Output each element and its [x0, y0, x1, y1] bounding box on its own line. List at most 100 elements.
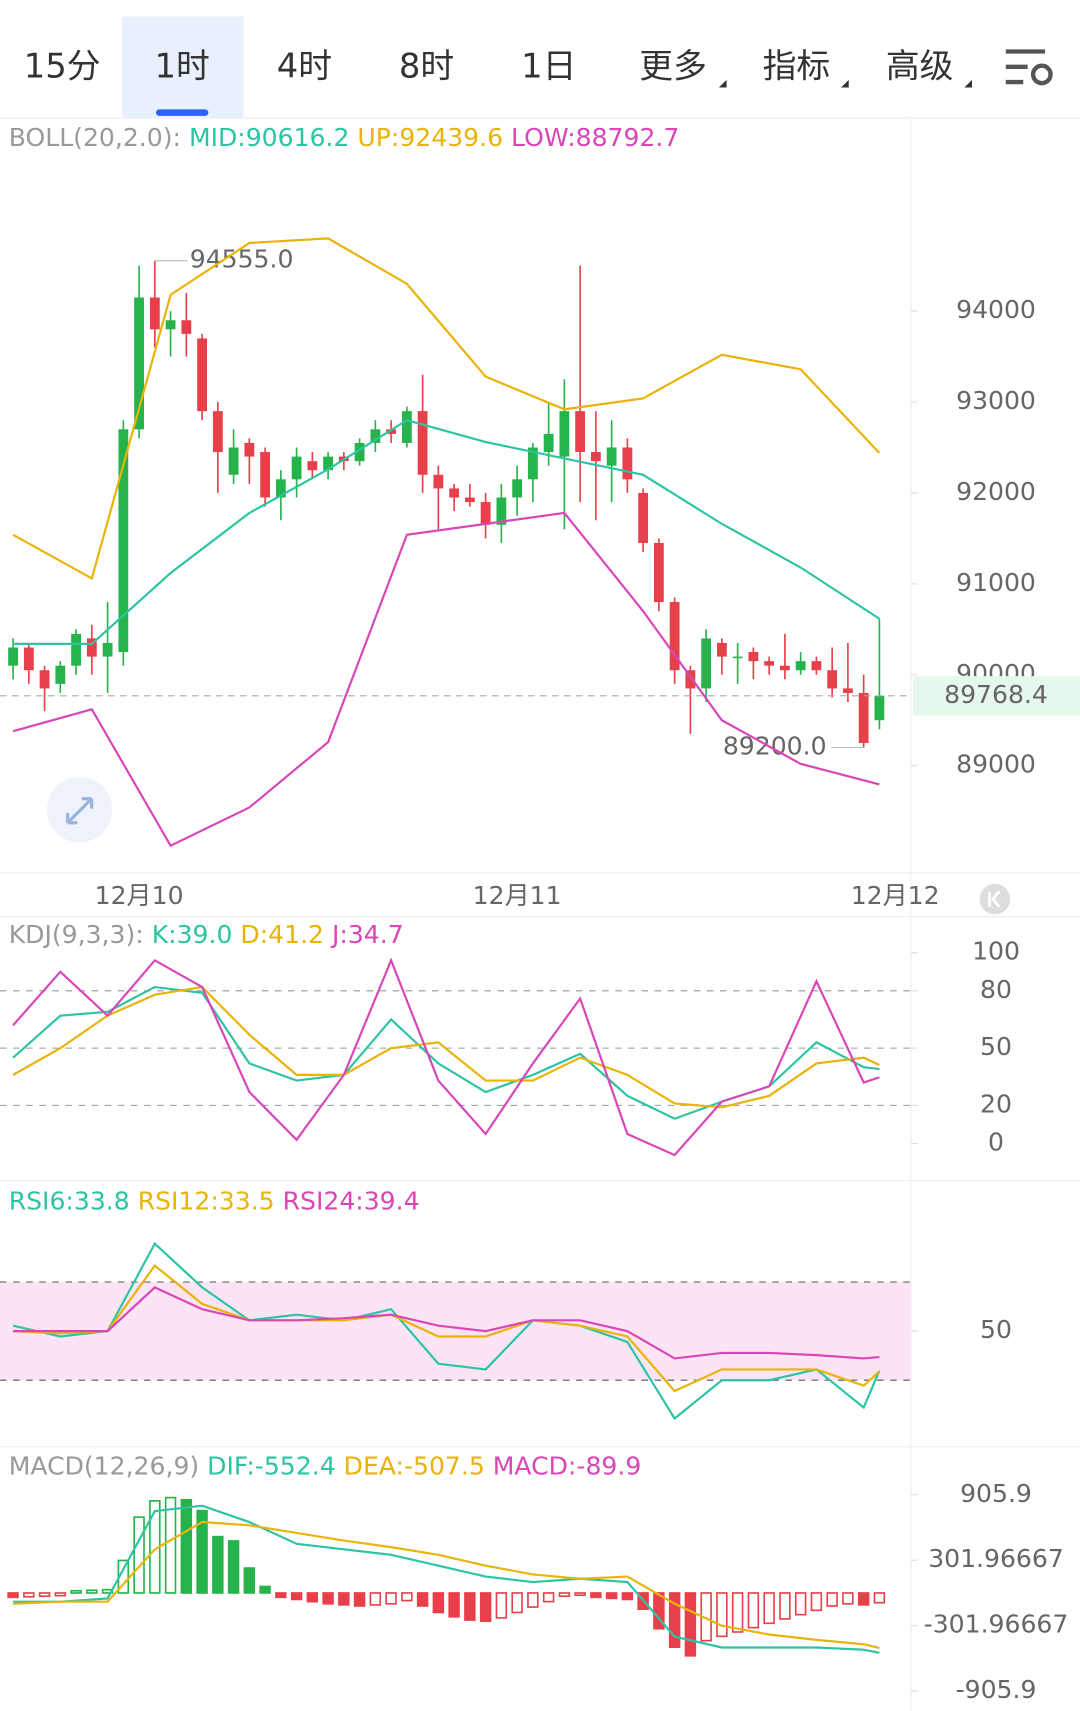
indicator-line — [12, 1241, 881, 1421]
macd-bar — [464, 1592, 476, 1621]
macd-bar — [353, 1592, 366, 1607]
macd-bar — [527, 1592, 539, 1608]
candle-body — [134, 297, 144, 430]
indicator-header: BOLL(20,2.0): MID:90616.2 UP:92439.6 LOW… — [9, 123, 680, 152]
candle-body — [575, 411, 586, 453]
tab-arrows — [718, 79, 972, 88]
candle-body — [449, 488, 460, 498]
candle-body — [244, 442, 255, 457]
indicator-title: BOLL(20,2.0): — [9, 123, 181, 152]
x-tick-label: 12月10 — [95, 881, 184, 910]
candle-body — [55, 665, 66, 684]
active-tab-bg — [122, 16, 244, 119]
reset-button[interactable] — [979, 883, 1011, 915]
macd-bar — [164, 1496, 177, 1594]
candle-body — [307, 461, 318, 471]
y-tick-label: 93000 — [956, 386, 1036, 415]
candle-body — [764, 661, 775, 666]
macd-bar — [212, 1535, 224, 1594]
settings-icon[interactable] — [1005, 49, 1053, 86]
candle-body — [102, 642, 113, 657]
tab[interactable]: 指标 — [763, 46, 831, 85]
candle-body — [323, 456, 334, 471]
candle-body — [496, 497, 507, 525]
candle-body — [197, 338, 208, 412]
macd-bar — [511, 1592, 523, 1614]
candle-body — [685, 670, 696, 689]
candle-body — [433, 474, 444, 489]
macd-bar — [558, 1592, 571, 1598]
tab[interactable]: 4时 — [277, 46, 332, 85]
candle-body — [827, 670, 838, 689]
macd-bar — [416, 1592, 429, 1607]
macd-bar — [479, 1592, 492, 1622]
macd-bar — [542, 1592, 555, 1603]
macd-bar — [432, 1592, 445, 1614]
macd-bar — [857, 1592, 870, 1606]
candle-body — [149, 297, 160, 330]
macd-bar — [653, 1592, 665, 1630]
indicator-line — [12, 985, 880, 1109]
legend-entry: RSI6:33.8 — [9, 1186, 130, 1215]
macd-bar — [716, 1592, 728, 1638]
expand-button[interactable] — [46, 776, 113, 843]
candle-body — [165, 320, 176, 330]
macd-bar — [448, 1592, 460, 1618]
candle-body — [401, 411, 412, 443]
macd-bar — [180, 1498, 193, 1594]
macd-bar — [668, 1592, 681, 1648]
macd-bar — [495, 1592, 508, 1619]
y-tick-label: 91000 — [956, 568, 1036, 597]
candle-body — [716, 642, 727, 657]
tab[interactable]: 15分 — [24, 46, 101, 85]
macd-bar — [731, 1592, 744, 1633]
last-price-label: 89768.4 — [944, 680, 1048, 709]
legend-entry: J:34.7 — [330, 920, 404, 949]
candle-body — [181, 320, 192, 334]
annotation: 94555.0 — [190, 245, 294, 274]
tab[interactable]: 8时 — [399, 46, 454, 85]
candle-body — [8, 647, 18, 666]
macd-bar — [38, 1592, 51, 1598]
candle-body — [480, 502, 491, 525]
indicator-line — [13, 1520, 880, 1649]
legend-entry: MID:90616.2 — [189, 123, 350, 152]
candle-body — [86, 638, 97, 657]
candle-body — [811, 661, 822, 671]
candle-body — [622, 447, 633, 480]
y-tick-label: 50 — [980, 1032, 1012, 1061]
macd-bar — [763, 1592, 775, 1625]
macd-bar — [621, 1592, 634, 1601]
candle-body — [260, 452, 271, 498]
tab[interactable]: 1日 — [521, 46, 576, 85]
tab[interactable]: 1时 — [155, 46, 210, 85]
candle-body — [669, 602, 680, 671]
active-tab-indicator — [156, 109, 209, 116]
macd-bar — [306, 1592, 319, 1603]
candle-body — [732, 656, 743, 659]
legend-entry: RSI12:33.5 — [138, 1186, 275, 1215]
macd-bar — [842, 1592, 854, 1605]
band — [0, 1282, 911, 1381]
y-tick-label: 905.9 — [960, 1479, 1032, 1508]
candle-body — [858, 692, 869, 743]
tab[interactable]: 高级 — [886, 46, 954, 85]
indicator-line — [12, 511, 880, 848]
macd-bar — [259, 1585, 271, 1594]
macd-bar — [70, 1589, 82, 1594]
macd-bar — [196, 1509, 208, 1594]
candle-body — [842, 688, 853, 693]
candle-body — [118, 429, 129, 653]
macd-bar — [369, 1592, 382, 1606]
y-tick-label: 20 — [980, 1089, 1012, 1118]
legend-entry: K:39.0 — [152, 920, 233, 949]
macd-bar — [290, 1592, 303, 1601]
candle-body — [653, 542, 664, 603]
candle-body — [212, 411, 223, 453]
macd-bar — [684, 1592, 697, 1657]
x-tick-label: 12月12 — [851, 881, 940, 910]
candle-body — [275, 479, 286, 498]
macd-bar — [590, 1592, 602, 1599]
tab[interactable]: 更多 — [639, 46, 707, 85]
